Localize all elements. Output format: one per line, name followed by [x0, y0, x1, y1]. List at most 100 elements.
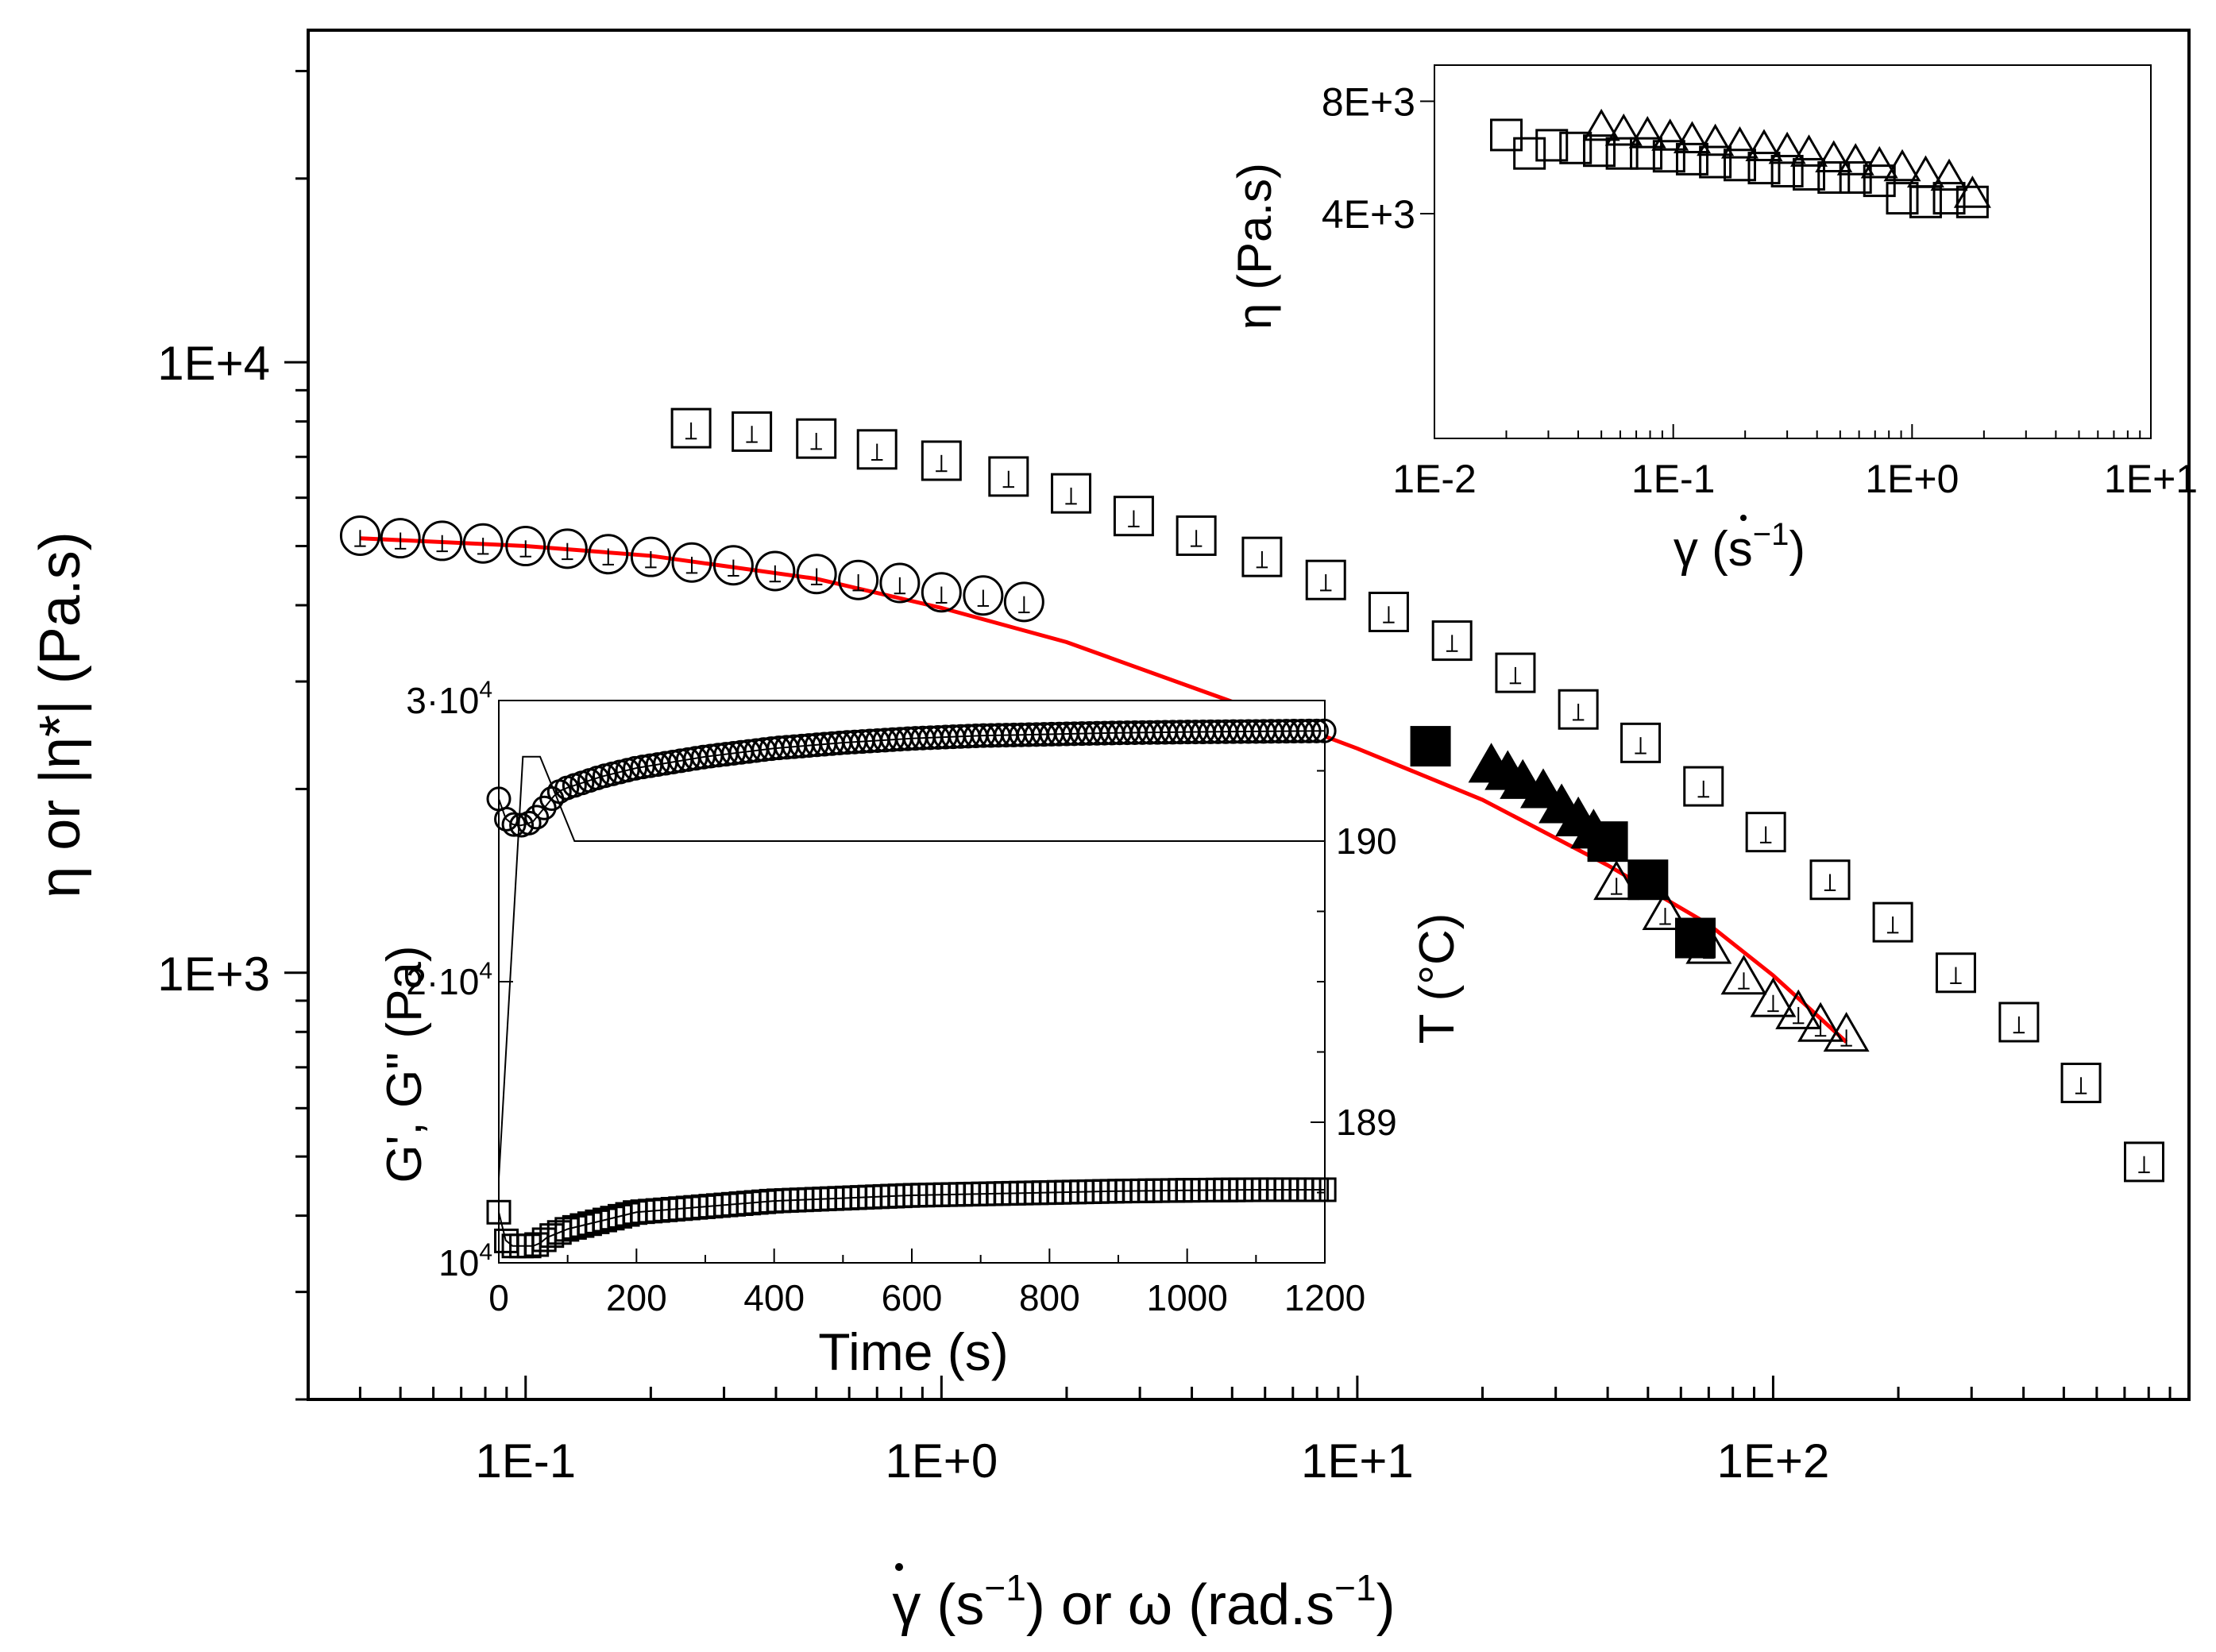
bottom-inset-data-points [486, 718, 1337, 1259]
inset-squares-open-point-14 [1817, 160, 1851, 194]
inset-squares-open-point-4 [1583, 134, 1616, 168]
inset-squares-open-point-10 [1723, 149, 1756, 182]
main-x-tick-label-3: 1E+2 [1717, 1434, 1830, 1488]
inset-squares-open-point-8 [1675, 142, 1708, 176]
top-inset-frame [1434, 64, 2152, 439]
inset-triangles-open-point-10 [1815, 140, 1853, 173]
circles-open-point-3 [462, 523, 504, 564]
circles-open-point-1 [380, 518, 421, 559]
inset-squares-open-point-17 [1886, 182, 1919, 215]
main-y-tick-label-0: 1E+3 [157, 948, 270, 1001]
top-inset-x-axis-label: γ (s−1) [1674, 517, 1805, 577]
squares-open-point-5 [988, 456, 1029, 497]
circles-open-point-4 [505, 526, 546, 567]
triangles-open-point-0 [1593, 860, 1640, 901]
G-prime-circles-point-1188 [1304, 718, 1330, 743]
squares-open-point-8 [1176, 515, 1217, 556]
inset-squares-open-point-19 [1932, 182, 1966, 215]
squares-open-point-18 [1809, 859, 1851, 901]
squares-open-point-4 [921, 440, 962, 481]
inset1-x-tick-label-1: 1E-1 [1631, 457, 1716, 501]
main-x-tick-label-0: 1E-1 [475, 1434, 576, 1488]
inset-squares-open-point-13 [1793, 157, 1826, 191]
top-inset-axis-ticks: 4E+3 8E+3 1E-2 1E-1 1E+0 1E+1 [1322, 80, 2198, 501]
inset-triangles-open-point-3 [1651, 118, 1689, 151]
inset2-y2-tick-label-1: 190 [1336, 820, 1397, 862]
main-x-tick-label-2: 1E+1 [1301, 1434, 1414, 1488]
inset-triangles-open-point-8 [1768, 131, 1806, 164]
squares-open-point-19 [1872, 901, 1913, 943]
main-x-axis-label: γ (s−1) or ω (rad.s−1) [892, 1567, 1395, 1637]
inset-squares-open-point-11 [1747, 152, 1781, 185]
triangles-open-point-3 [1720, 955, 1767, 995]
squares-open-point-1 [732, 411, 773, 452]
inset-triangles-open-point-6 [1720, 126, 1759, 159]
squares-open-point-10 [1305, 559, 1346, 600]
inset-squares-open-point-2 [1535, 129, 1569, 162]
G-prime-circles-point-1177 [1296, 718, 1322, 743]
inset-squares-open-point-7 [1652, 140, 1685, 173]
squares-open-point-14 [1558, 689, 1599, 730]
main-y-axis-label: η or |η*| (Pa.s) [29, 531, 92, 898]
bottom-inset-y2-axis-label: T (°C) [1410, 913, 1465, 1044]
circles-open-point-11 [796, 554, 837, 595]
squares-filled-point-2 [1627, 859, 1669, 901]
squares-open-point-2 [796, 418, 837, 459]
inset2-y-tick-label-1: 2·104 [406, 958, 492, 1002]
inset-squares-open-point-1 [1513, 137, 1546, 170]
triangles-open-point-1 [1642, 890, 1689, 930]
inset-triangles-open-point-2 [1628, 116, 1666, 149]
main-y-tick-label-1: 1E+4 [157, 337, 270, 390]
squares-open-point-16 [1683, 766, 1724, 807]
inset-squares-open-point-9 [1699, 145, 1732, 179]
squares-filled-point-3 [1674, 917, 1716, 959]
circles-open-point-12 [838, 559, 879, 600]
squares-open-point-22 [2060, 1062, 2102, 1103]
inset2-y-tick-label-0: 104 [438, 1239, 492, 1283]
inset-squares-open-point-15 [1839, 160, 1872, 194]
triangles-open-point-4 [1750, 977, 1797, 1017]
triangles-open-point-6 [1797, 1002, 1844, 1042]
squares-open-point-20 [1935, 952, 1976, 994]
circles-open-point-0 [339, 515, 380, 556]
temperature-line [498, 755, 1325, 1179]
inset1-y-tick-label-0: 4E+3 [1322, 192, 1415, 237]
inset1-y-tick-label-1: 8E+3 [1322, 80, 1415, 125]
squares-open-point-6 [1051, 473, 1092, 514]
gamma-dot-mark [895, 1563, 903, 1571]
inset1-x-tick-label-2: 1E+0 [1865, 457, 1959, 501]
circles-open-point-5 [546, 528, 588, 569]
triangles-open-point-7 [1823, 1012, 1870, 1052]
inset1-x-tick-label-0: 1E-2 [1392, 457, 1477, 501]
G-prime-circles-point-1199 [1311, 718, 1337, 743]
squares-open-point-11 [1368, 591, 1409, 632]
inset2-x-tick-label-6: 1200 [1284, 1277, 1365, 1318]
G-prime-circles-point-22 [501, 812, 527, 837]
inset2-x-tick-label-0: 0 [488, 1277, 509, 1318]
squares-open-point-23 [2124, 1141, 2165, 1183]
inset2-x-tick-label-5: 1000 [1146, 1277, 1227, 1318]
circles-open-point-7 [630, 536, 671, 577]
squares-open-point-3 [856, 429, 898, 470]
circles-open-point-6 [588, 534, 629, 575]
squares-filled-point-1 [1587, 821, 1628, 863]
squares-open-point-21 [1998, 1002, 2040, 1043]
squares-open-point-15 [1620, 722, 1662, 763]
circles-open-point-9 [712, 545, 754, 586]
squares-open-point-12 [1431, 620, 1473, 662]
circles-open-point-13 [879, 562, 921, 604]
inset-squares-open-point-20 [1955, 185, 1989, 218]
G-prime-circles-point-44 [516, 810, 542, 836]
circles-open-point-14 [921, 572, 962, 613]
triangles-open-point-5 [1775, 989, 1822, 1029]
inset-squares-open-point-16 [1863, 164, 1896, 198]
squares-open-point-7 [1113, 496, 1154, 537]
gamma-dot-symbol: γ [892, 1573, 921, 1637]
inset2-x-tick-label-4: 800 [1019, 1277, 1080, 1318]
circles-open-point-10 [755, 550, 796, 592]
inset-triangles-open-point-0 [1582, 108, 1620, 141]
inset-triangles-open-point-1 [1604, 113, 1643, 146]
main-x-tick-label-1: 1E+0 [885, 1434, 998, 1488]
inset-squares-open-point-5 [1605, 137, 1639, 170]
